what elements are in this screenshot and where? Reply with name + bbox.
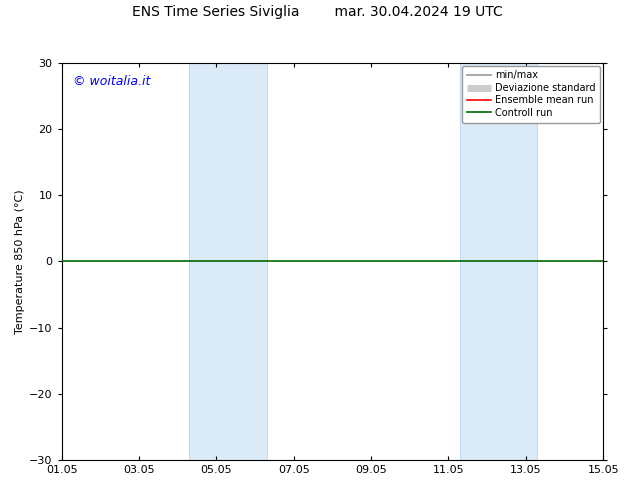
Text: ENS Time Series Siviglia        mar. 30.04.2024 19 UTC: ENS Time Series Siviglia mar. 30.04.2024… xyxy=(132,5,502,19)
Bar xyxy=(190,63,267,460)
Bar xyxy=(460,63,538,460)
Text: © woitalia.it: © woitalia.it xyxy=(72,74,150,88)
Y-axis label: Temperature 850 hPa (°C): Temperature 850 hPa (°C) xyxy=(15,189,25,334)
Legend: min/max, Deviazione standard, Ensemble mean run, Controll run: min/max, Deviazione standard, Ensemble m… xyxy=(462,66,600,122)
